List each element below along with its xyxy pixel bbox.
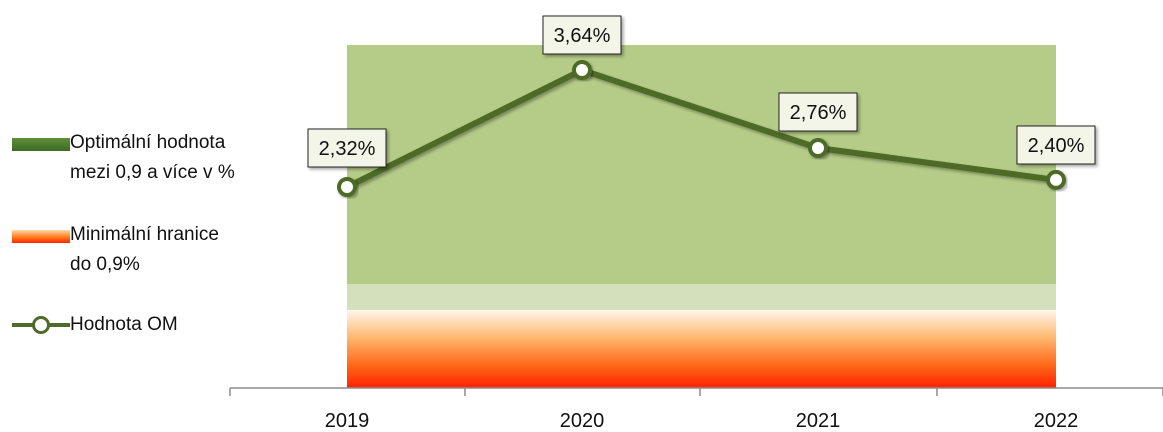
data-point	[574, 62, 590, 78]
band-minimal	[347, 310, 1056, 388]
legend-label-series: Hodnota OM	[70, 310, 178, 340]
legend-item-optimal: Optimální hodnota mezi 0,9 a více v %	[12, 128, 235, 188]
legend-item-series: Hodnota OM	[12, 310, 178, 340]
data-point	[339, 179, 355, 195]
legend-item-minimal: Minimální hranice do 0,9%	[12, 220, 219, 280]
x-tick-label: 2020	[560, 410, 605, 432]
data-label: 2,40%	[1028, 135, 1085, 157]
legend-label-optimal: Optimální hodnota mezi 0,9 a více v %	[70, 128, 235, 188]
data-point	[1048, 172, 1064, 188]
legend-swatch-minimal	[12, 230, 70, 243]
x-tick-label: 2019	[325, 410, 370, 432]
data-point	[810, 140, 826, 156]
data-label: 2,32%	[319, 138, 376, 160]
x-tick-label: 2021	[796, 410, 841, 432]
legend-label-minimal: Minimální hranice do 0,9%	[70, 220, 219, 280]
legend-swatch-optimal	[12, 138, 70, 151]
band-transition	[347, 284, 1056, 310]
x-tick-label: 2022	[1034, 410, 1079, 432]
data-label: 3,64%	[554, 25, 611, 47]
data-label: 2,76%	[790, 102, 847, 124]
legend-swatch-series	[12, 310, 70, 340]
